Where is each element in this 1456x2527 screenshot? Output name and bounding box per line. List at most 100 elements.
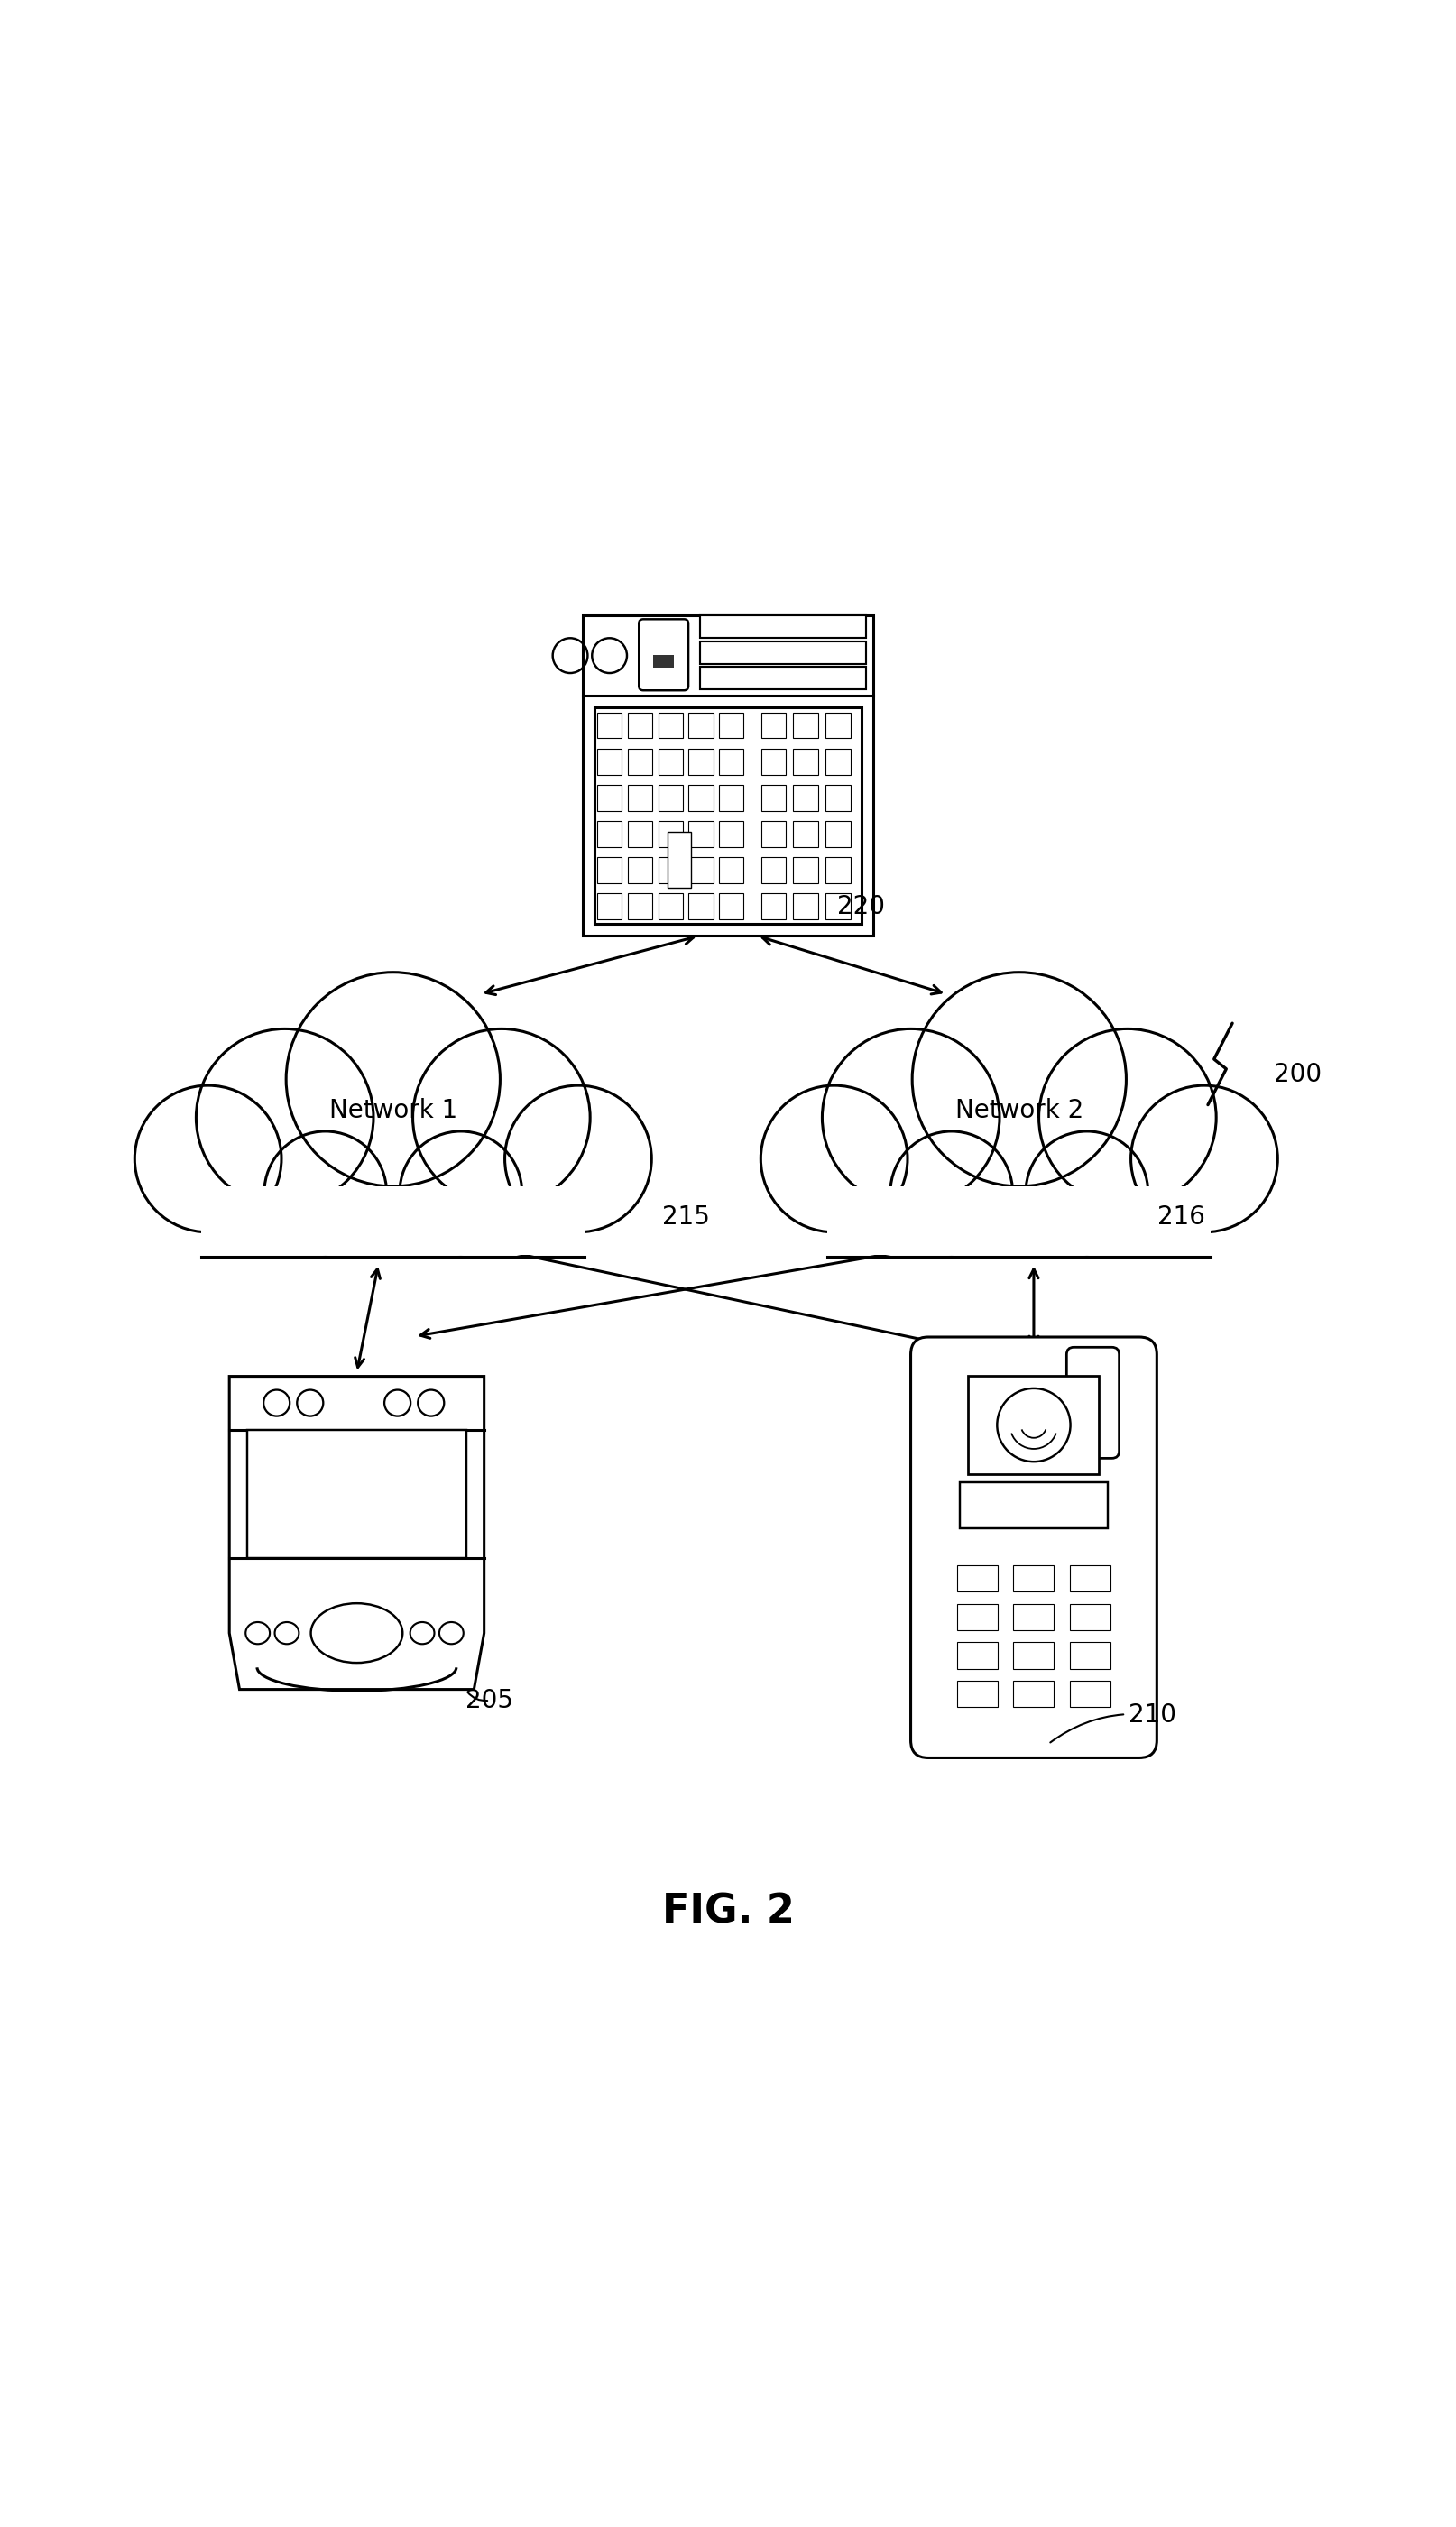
Text: 210: 210 <box>1050 1703 1176 1744</box>
Ellipse shape <box>310 1602 402 1663</box>
Ellipse shape <box>440 1622 463 1645</box>
Circle shape <box>823 1028 999 1205</box>
Circle shape <box>285 973 501 1185</box>
Bar <box>761 857 786 882</box>
Bar <box>689 821 713 847</box>
Bar <box>667 831 692 887</box>
Text: 200: 200 <box>1274 1061 1322 1087</box>
Circle shape <box>1131 1087 1277 1233</box>
Bar <box>689 786 713 811</box>
Bar <box>957 1605 997 1630</box>
Bar <box>597 748 622 773</box>
Bar <box>719 786 744 811</box>
Circle shape <box>1025 1132 1147 1253</box>
Text: 205: 205 <box>466 1688 514 1713</box>
Ellipse shape <box>246 1622 269 1645</box>
Bar <box>719 713 744 738</box>
Bar <box>658 748 683 773</box>
Text: FIG. 2: FIG. 2 <box>661 1893 795 1931</box>
Bar <box>658 821 683 847</box>
Bar <box>658 892 683 920</box>
Bar <box>826 713 850 738</box>
Bar <box>761 821 786 847</box>
Text: 216: 216 <box>1158 1205 1206 1231</box>
Bar <box>826 821 850 847</box>
Circle shape <box>197 1028 373 1205</box>
FancyBboxPatch shape <box>910 1337 1156 1759</box>
Bar <box>960 1481 1108 1529</box>
Bar <box>957 1680 997 1708</box>
Bar <box>201 1185 585 1256</box>
Bar <box>957 1564 997 1592</box>
Circle shape <box>505 1087 651 1233</box>
Bar <box>582 617 874 935</box>
Text: Network 1: Network 1 <box>329 1097 457 1122</box>
Circle shape <box>265 1132 387 1253</box>
Bar <box>700 667 866 690</box>
Bar <box>1013 1643 1054 1668</box>
Bar <box>1070 1680 1111 1708</box>
Bar <box>1070 1564 1111 1592</box>
Text: Network 2: Network 2 <box>955 1097 1083 1122</box>
Polygon shape <box>229 1377 483 1691</box>
Bar <box>794 748 818 773</box>
Bar <box>700 617 866 637</box>
Circle shape <box>911 973 1125 1185</box>
Circle shape <box>399 1132 521 1253</box>
Circle shape <box>135 1087 281 1233</box>
Ellipse shape <box>411 1622 434 1645</box>
Bar <box>827 1185 1211 1256</box>
Bar <box>597 713 622 738</box>
Bar <box>628 892 652 920</box>
Bar <box>761 713 786 738</box>
Bar <box>700 642 866 665</box>
Bar <box>794 857 818 882</box>
Bar <box>628 786 652 811</box>
Bar <box>826 786 850 811</box>
Bar <box>826 748 850 773</box>
Bar <box>794 713 818 738</box>
Circle shape <box>1038 1028 1216 1205</box>
Bar <box>658 857 683 882</box>
Bar <box>719 748 744 773</box>
Bar <box>689 857 713 882</box>
Bar <box>628 857 652 882</box>
Bar <box>968 1375 1099 1473</box>
Bar <box>1070 1643 1111 1668</box>
Bar <box>1013 1680 1054 1708</box>
Bar <box>719 892 744 920</box>
Bar <box>248 1430 466 1559</box>
Bar <box>761 892 786 920</box>
Bar <box>1013 1605 1054 1630</box>
Bar <box>658 786 683 811</box>
Bar <box>628 713 652 738</box>
Bar <box>957 1643 997 1668</box>
Bar <box>689 892 713 920</box>
Text: 215: 215 <box>662 1205 711 1231</box>
Bar <box>628 748 652 773</box>
Circle shape <box>890 1132 1012 1253</box>
Bar <box>689 748 713 773</box>
Bar <box>1070 1605 1111 1630</box>
Text: 220: 220 <box>837 895 885 920</box>
Bar <box>794 786 818 811</box>
Bar <box>794 821 818 847</box>
Bar <box>761 786 786 811</box>
Circle shape <box>760 1087 907 1233</box>
Bar <box>1013 1564 1054 1592</box>
Bar <box>597 857 622 882</box>
Bar <box>794 892 818 920</box>
Ellipse shape <box>275 1622 298 1645</box>
Bar <box>826 892 850 920</box>
Bar <box>658 713 683 738</box>
Bar <box>597 892 622 920</box>
Bar <box>761 748 786 773</box>
FancyBboxPatch shape <box>639 619 689 690</box>
Bar <box>597 821 622 847</box>
Bar <box>826 857 850 882</box>
Bar <box>597 786 622 811</box>
Circle shape <box>414 1028 590 1205</box>
Bar <box>628 821 652 847</box>
Bar <box>654 654 674 667</box>
Bar <box>689 713 713 738</box>
